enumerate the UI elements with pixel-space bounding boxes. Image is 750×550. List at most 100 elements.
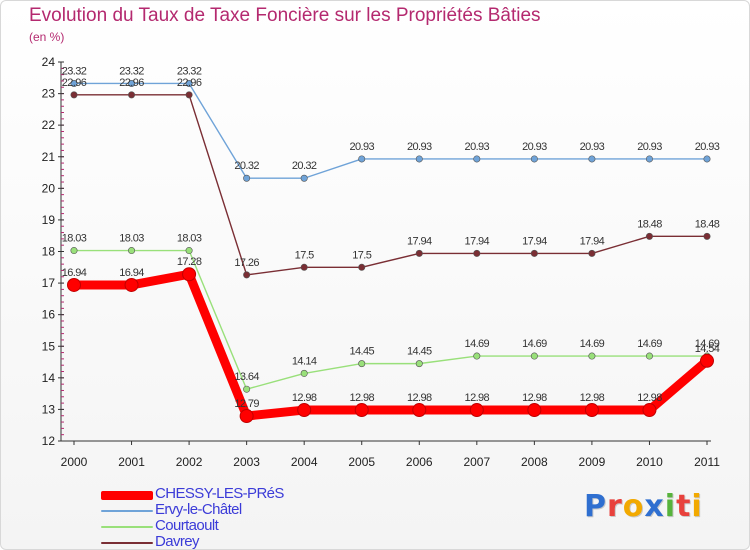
data-point[interactable] — [354, 403, 369, 418]
data-label: 17.28 — [177, 256, 202, 268]
data-point[interactable] — [530, 155, 538, 163]
series-line — [73, 94, 708, 276]
data-label: 12.79 — [234, 398, 259, 410]
data-point[interactable] — [70, 79, 78, 87]
data-label: 14.14 — [292, 355, 317, 367]
data-point[interactable] — [588, 352, 596, 360]
data-point[interactable] — [358, 263, 366, 271]
data-point[interactable] — [469, 403, 484, 418]
data-point[interactable] — [703, 155, 711, 163]
data-point[interactable] — [415, 360, 423, 368]
chart-title: Evolution du Taux de Taxe Foncière sur l… — [29, 5, 541, 26]
y-tick-label: 12 — [42, 434, 56, 448]
data-point[interactable] — [415, 155, 423, 163]
x-tick-labels: 2000 2001 2002 2003 2004 2005 2006 2007 2008 2009… — [61, 455, 721, 469]
x-tick-label: 2011 — [694, 455, 720, 469]
data-label: 23.32 — [119, 65, 144, 77]
data-label: 12.98 — [637, 392, 662, 404]
data-point[interactable] — [128, 79, 136, 87]
data-point[interactable] — [297, 403, 312, 418]
data-point[interactable] — [239, 409, 254, 424]
data-point[interactable] — [645, 155, 653, 163]
x-tick-label: 2002 — [176, 455, 203, 469]
data-point[interactable] — [584, 403, 599, 418]
data-label: 17.5 — [295, 249, 314, 261]
y-tick-label: 19 — [42, 213, 56, 227]
data-label: 14.69 — [522, 338, 547, 350]
y-tick-label: 14 — [42, 371, 56, 385]
y-tick-label: 21 — [42, 150, 56, 164]
legend-swatch — [101, 542, 153, 544]
data-point[interactable] — [415, 249, 423, 257]
data-label: 12.98 — [407, 392, 432, 404]
data-point[interactable] — [185, 79, 193, 87]
data-label: 18.48 — [637, 218, 662, 230]
data-label: 18.03 — [62, 233, 87, 245]
data-point[interactable] — [182, 267, 197, 282]
series-line — [73, 249, 708, 390]
data-point[interactable] — [124, 277, 139, 292]
data-point[interactable] — [358, 360, 366, 368]
data-point[interactable] — [700, 353, 714, 368]
data-label: 22.96 — [62, 77, 87, 89]
data-point[interactable] — [300, 369, 308, 377]
logo-letter: o — [622, 489, 645, 524]
series-2 — [70, 247, 711, 393]
data-point[interactable] — [588, 249, 596, 257]
data-label: 17.94 — [407, 235, 432, 247]
data-label: 20.93 — [349, 141, 374, 153]
series-3 — [70, 91, 711, 279]
y-tick-label: 13 — [42, 402, 56, 416]
data-label: 20.93 — [637, 141, 662, 153]
data-label: 17.94 — [465, 235, 490, 247]
data-label: 12.98 — [522, 392, 547, 404]
data-labels: 16.94 16.94 17.28 12.79 12.98 12.98 12.98 12.98… — [62, 65, 721, 410]
data-label: 13.64 — [234, 371, 259, 383]
data-point[interactable] — [300, 263, 308, 271]
y-tick-label: 17 — [42, 276, 56, 290]
data-point[interactable] — [473, 155, 481, 163]
x-tick-label: 2001 — [118, 455, 145, 469]
data-label: 12.98 — [580, 392, 605, 404]
data-label: 20.93 — [465, 141, 490, 153]
data-label: 12.98 — [465, 392, 490, 404]
axes — [58, 61, 711, 445]
data-label: 12.98 — [292, 392, 317, 404]
data-point[interactable] — [243, 271, 251, 279]
data-label: 20.32 — [292, 160, 317, 172]
data-point[interactable] — [185, 91, 193, 99]
data-point[interactable] — [645, 352, 653, 360]
y-tick-label: 16 — [42, 308, 56, 322]
logo-letter: i — [691, 489, 703, 524]
x-tick-label: 2008 — [521, 455, 548, 469]
data-point[interactable] — [358, 155, 366, 163]
data-point[interactable] — [703, 232, 711, 240]
data-point[interactable] — [642, 403, 657, 418]
data-point[interactable] — [473, 249, 481, 257]
y-tick-label: 18 — [42, 245, 56, 259]
data-label: 22.96 — [119, 77, 144, 89]
chart-subtitle: (en %) — [29, 30, 65, 44]
data-point[interactable] — [412, 403, 427, 418]
data-point[interactable] — [70, 247, 78, 255]
data-point[interactable] — [128, 247, 136, 255]
data-point[interactable] — [70, 91, 78, 99]
data-point[interactable] — [243, 174, 251, 182]
data-point[interactable] — [530, 249, 538, 257]
data-label: 14.69 — [637, 338, 662, 350]
data-point[interactable] — [185, 247, 193, 255]
data-point[interactable] — [588, 155, 596, 163]
data-point[interactable] — [67, 277, 81, 292]
data-point[interactable] — [243, 385, 251, 393]
y-tick-labels: 12 13 14 15 16 17 18 19 20 21 22 23 24 — [42, 55, 56, 448]
data-label: 17.94 — [580, 235, 605, 247]
data-point[interactable] — [128, 91, 136, 99]
data-point[interactable] — [300, 174, 308, 182]
data-point[interactable] — [530, 352, 538, 360]
y-tick-label: 23 — [42, 87, 56, 101]
data-point[interactable] — [473, 352, 481, 360]
data-point[interactable] — [645, 232, 653, 240]
data-point[interactable] — [527, 403, 542, 418]
y-tick-label: 20 — [42, 181, 56, 195]
